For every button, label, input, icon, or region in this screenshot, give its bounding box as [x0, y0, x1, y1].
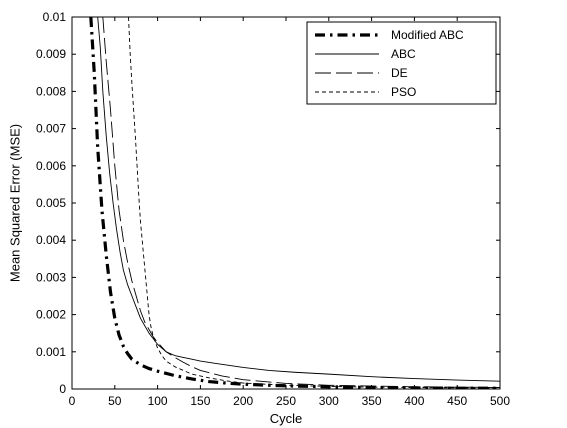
y-tick-label: 0.006	[36, 159, 66, 173]
legend-label-modified-abc: Modified ABC	[391, 28, 464, 42]
x-tick-label: 100	[148, 394, 168, 408]
x-tick-label: 300	[319, 394, 339, 408]
legend: Modified ABC ABC DE PSO	[306, 21, 497, 105]
x-tick-label: 350	[362, 394, 382, 408]
series-line-pso	[128, 17, 500, 389]
y-tick-label: 0	[59, 382, 66, 396]
legend-label-abc: ABC	[391, 47, 416, 61]
series-line-modified-abc	[89, 17, 500, 389]
series-line-de	[102, 17, 500, 388]
y-tick-label: 0.01	[43, 10, 67, 24]
y-tick-label: 0.001	[36, 345, 66, 359]
legend-label-pso: PSO	[391, 85, 416, 99]
y-tick-label: 0.007	[36, 122, 66, 136]
x-tick-label: 0	[69, 394, 76, 408]
y-tick-label: 0.009	[36, 47, 66, 61]
x-axis-title: Cycle	[270, 411, 303, 426]
y-tick-label: 0.003	[36, 270, 66, 284]
x-tick-label: 250	[276, 394, 296, 408]
axis-ticks: 0 50 100 150 200 250 300 350 400 450 500 0 0.001 0.00…	[36, 10, 510, 408]
x-tick-label: 400	[404, 394, 424, 408]
y-tick-label: 0.004	[36, 233, 66, 247]
series-layer	[89, 17, 500, 389]
series-line-abc	[97, 17, 500, 382]
y-tick-label: 0.005	[36, 196, 66, 210]
x-tick-label: 450	[447, 394, 467, 408]
x-tick-label: 500	[490, 394, 510, 408]
x-tick-label: 50	[108, 394, 122, 408]
x-tick-label: 150	[190, 394, 210, 408]
y-tick-label: 0.008	[36, 84, 66, 98]
legend-label-de: DE	[391, 66, 408, 80]
x-tick-label: 200	[233, 394, 253, 408]
y-axis-title: Mean Squared Error (MSE)	[7, 124, 22, 282]
y-tick-label: 0.002	[36, 308, 66, 322]
